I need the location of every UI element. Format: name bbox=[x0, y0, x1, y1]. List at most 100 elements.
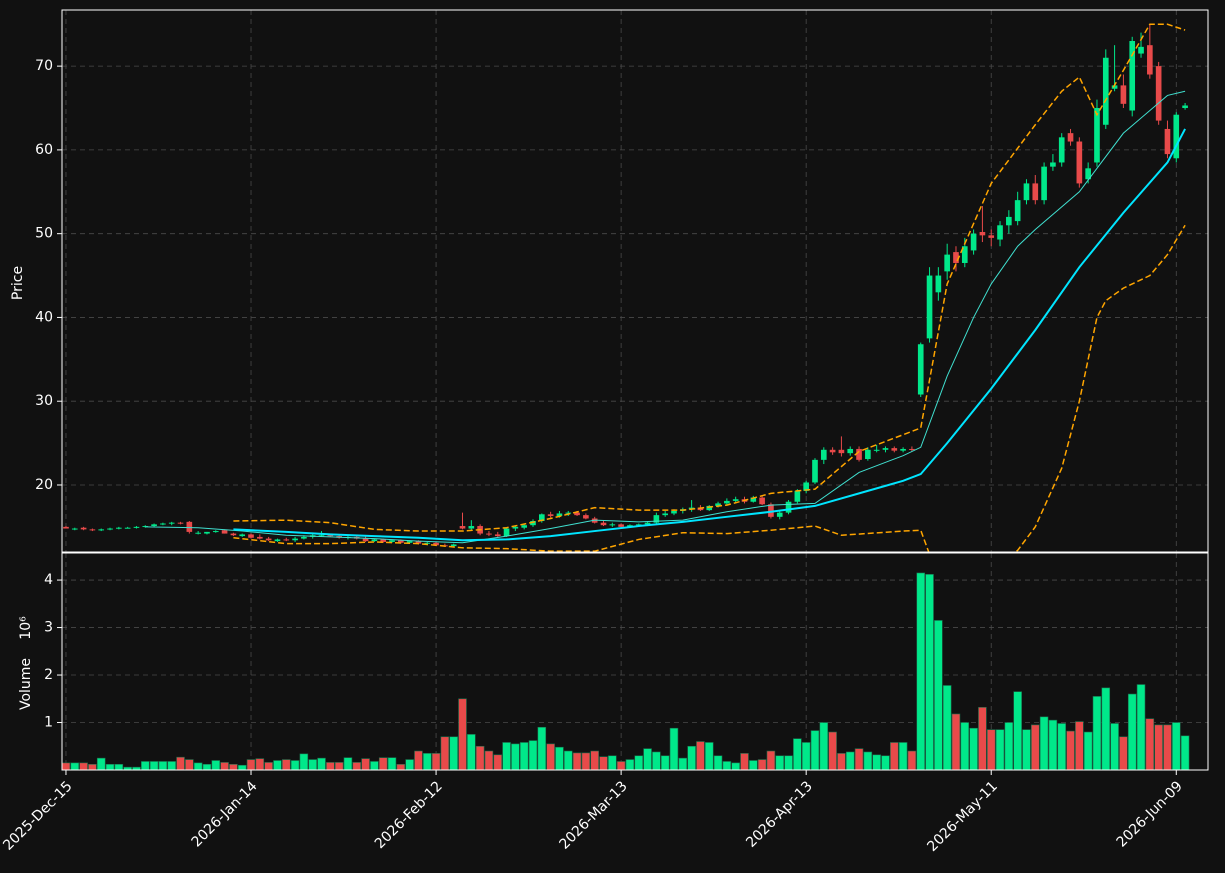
volume-bar bbox=[405, 759, 414, 770]
candle-body bbox=[327, 535, 334, 537]
volume-bar bbox=[616, 761, 626, 770]
volume-bar bbox=[625, 759, 635, 770]
candle-body bbox=[750, 497, 757, 502]
candle-body bbox=[142, 526, 149, 528]
volume-bar bbox=[308, 759, 317, 770]
y-tick-label: 50 bbox=[35, 226, 53, 242]
candle-body bbox=[530, 521, 536, 526]
volume-bar bbox=[696, 741, 705, 770]
volume-bar bbox=[211, 760, 221, 770]
candle-body bbox=[1050, 162, 1056, 167]
candle-body bbox=[979, 231, 986, 236]
price-layer bbox=[63, 23, 1188, 552]
volume-bar bbox=[1136, 684, 1146, 770]
candle-body bbox=[415, 541, 422, 544]
volume-bar bbox=[317, 757, 326, 770]
candle-body bbox=[820, 449, 827, 460]
volume-bar bbox=[563, 750, 573, 770]
y-tick-label: 20 bbox=[35, 477, 53, 493]
candle-body bbox=[609, 524, 616, 526]
volume-bar bbox=[440, 736, 450, 770]
volume-frame bbox=[61, 552, 1209, 771]
candle-body bbox=[433, 542, 439, 546]
candle-body bbox=[997, 225, 1003, 240]
candle-body bbox=[653, 515, 660, 523]
volume-bar bbox=[467, 734, 476, 770]
volume-bar bbox=[502, 742, 511, 770]
candle-body bbox=[362, 538, 369, 542]
volume-bar bbox=[1172, 722, 1181, 770]
volume-bar bbox=[361, 758, 370, 770]
candle-body bbox=[503, 528, 510, 537]
volume-bar bbox=[326, 762, 335, 770]
candle-body bbox=[1085, 168, 1091, 180]
candle-body bbox=[1138, 46, 1144, 54]
volume-bar bbox=[749, 760, 758, 770]
volume-bar bbox=[660, 755, 670, 770]
volume-bar bbox=[123, 766, 132, 770]
candle-body bbox=[935, 275, 942, 293]
volume-bar bbox=[290, 760, 300, 770]
volume-bar bbox=[158, 761, 168, 770]
volume-bar bbox=[414, 750, 423, 770]
candle-body bbox=[389, 540, 395, 542]
volume-bar bbox=[62, 762, 71, 770]
candle-body bbox=[512, 526, 519, 529]
volume-tick-label: 2 bbox=[44, 667, 53, 683]
volume-bar bbox=[951, 713, 961, 770]
volume-bar bbox=[1092, 696, 1102, 770]
grid-layer bbox=[62, 10, 1208, 770]
candle-body bbox=[80, 527, 87, 530]
volume-bar bbox=[907, 750, 917, 770]
volume-layer bbox=[62, 572, 1190, 770]
volume-bar bbox=[299, 753, 309, 770]
volume-bar bbox=[167, 761, 176, 770]
candle-body bbox=[160, 523, 166, 525]
candle-body bbox=[1147, 45, 1153, 75]
candle-body bbox=[230, 533, 237, 536]
candle-body bbox=[574, 512, 580, 516]
volume-bar bbox=[396, 764, 406, 770]
volume-bar bbox=[572, 752, 582, 770]
volume-bar bbox=[378, 757, 388, 770]
volume-bar bbox=[105, 764, 115, 770]
candle-body bbox=[644, 522, 651, 525]
volume-bar bbox=[687, 745, 696, 770]
candle-body bbox=[891, 448, 898, 451]
volume-bar bbox=[1022, 729, 1031, 770]
candle-body bbox=[865, 449, 871, 460]
overlay-line bbox=[233, 23, 1186, 532]
candle-body bbox=[732, 499, 739, 501]
volume-bar bbox=[934, 620, 943, 770]
volume-bar bbox=[537, 726, 547, 770]
candle-body bbox=[177, 522, 184, 524]
candle-body bbox=[301, 536, 307, 539]
candle-body bbox=[565, 512, 572, 514]
volume-bar bbox=[334, 762, 344, 770]
volume-bar bbox=[493, 754, 503, 770]
volume-bar bbox=[1163, 724, 1172, 770]
volume-bar bbox=[581, 752, 591, 770]
volume-bar bbox=[1145, 718, 1155, 770]
candle-body bbox=[882, 448, 889, 450]
y-tick-label: 60 bbox=[35, 142, 53, 158]
candle-body bbox=[494, 534, 501, 537]
volume-bar bbox=[458, 698, 467, 770]
candle-body bbox=[538, 514, 545, 522]
candle-body bbox=[583, 515, 589, 519]
volume-bar bbox=[555, 746, 564, 770]
candle-body bbox=[829, 449, 836, 453]
candle-body bbox=[961, 246, 968, 263]
volume-bar bbox=[202, 764, 212, 770]
candle-body bbox=[1129, 40, 1136, 111]
volume-bar bbox=[1101, 687, 1111, 770]
candle-body bbox=[195, 532, 201, 534]
volume-bar bbox=[519, 742, 529, 770]
candle-body bbox=[953, 252, 959, 263]
candle-body bbox=[635, 524, 642, 526]
volume-bar bbox=[220, 762, 229, 770]
candle-body bbox=[380, 539, 387, 542]
volume-bar bbox=[898, 742, 908, 770]
volume-bar bbox=[1013, 691, 1022, 770]
volume-bar bbox=[890, 742, 899, 770]
